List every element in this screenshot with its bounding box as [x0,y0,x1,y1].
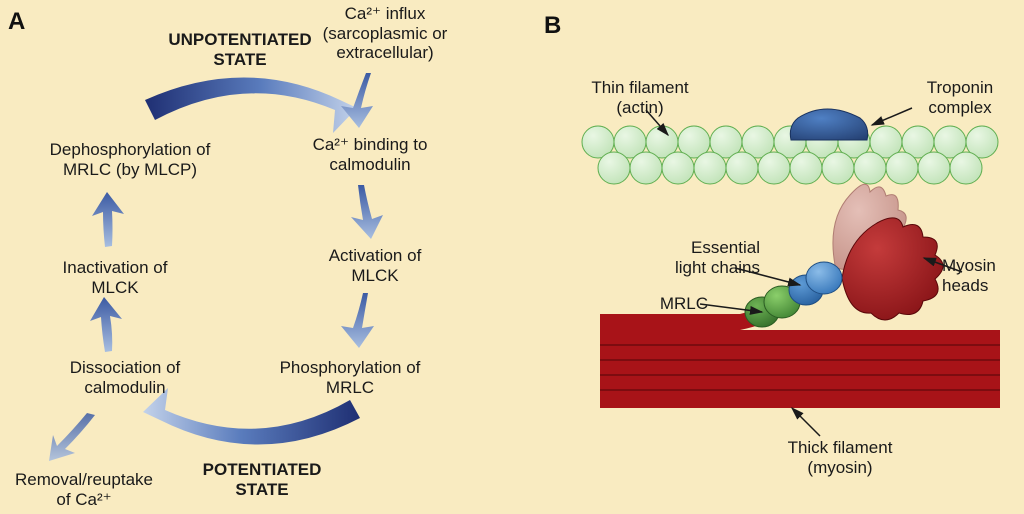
panel-a-label: A [8,8,25,36]
node-mlck-inact: Inactivation of MLCK [40,258,190,297]
lbl-troponin: Troponin complex [900,78,1020,117]
figure-root: A B UNPOTENTIATED STATE POTENTIATED STAT… [0,0,1024,514]
svg-overlay [0,0,1024,514]
lbl-thin-filament: Thin filament (actin) [570,78,710,117]
node-ca-binding: Ca²⁺ binding to calmodulin [290,135,450,174]
lbl-mrlc: MRLC [628,294,708,314]
node-ca-influx: Ca²⁺ influx (sarcoplasmic or extracellul… [300,4,470,63]
lbl-myosin-heads: Myosin heads [942,256,1024,295]
lbl-essential: Essential light chains [640,238,760,277]
node-mlck-act: Activation of MLCK [300,246,450,285]
node-dephospho: Dephosphorylation of MRLC (by MLCP) [25,140,235,179]
node-dissoc: Dissociation of calmodulin [45,358,205,397]
node-offshoot: Removal/reuptake of Ca²⁺ [0,470,174,509]
lbl-thick-filament: Thick filament (myosin) [760,438,920,477]
state-bottom: POTENTIATED STATE [162,460,362,499]
thick-filament [600,330,1000,408]
node-phospho: Phosphorylation of MRLC [245,358,455,397]
panel-b-label: B [544,12,561,40]
